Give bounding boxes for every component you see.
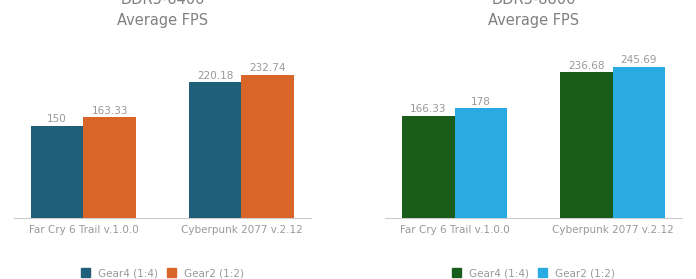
Bar — [242, 75, 294, 218]
Bar — [189, 83, 242, 218]
Bar — [560, 72, 612, 218]
Text: 245.69: 245.69 — [621, 55, 657, 65]
Bar — [84, 117, 136, 218]
Bar — [454, 108, 507, 218]
Text: 236.68: 236.68 — [568, 61, 605, 71]
Text: 150: 150 — [47, 114, 67, 124]
Title: DDR5-8800
Average FPS: DDR5-8800 Average FPS — [488, 0, 579, 28]
Legend: Gear4 (1:4), Gear2 (1:2): Gear4 (1:4), Gear2 (1:2) — [448, 264, 619, 279]
Bar — [612, 67, 665, 218]
Text: 163.33: 163.33 — [91, 105, 128, 116]
Text: 166.33: 166.33 — [410, 104, 447, 114]
Legend: Gear4 (1:4), Gear2 (1:2): Gear4 (1:4), Gear2 (1:2) — [77, 264, 248, 279]
Text: 178: 178 — [471, 97, 491, 107]
Text: 232.74: 232.74 — [249, 63, 286, 73]
Title: DDR5-6400
Average FPS: DDR5-6400 Average FPS — [117, 0, 208, 28]
Bar — [31, 126, 84, 218]
Text: 220.18: 220.18 — [197, 71, 233, 81]
Bar — [402, 116, 454, 218]
